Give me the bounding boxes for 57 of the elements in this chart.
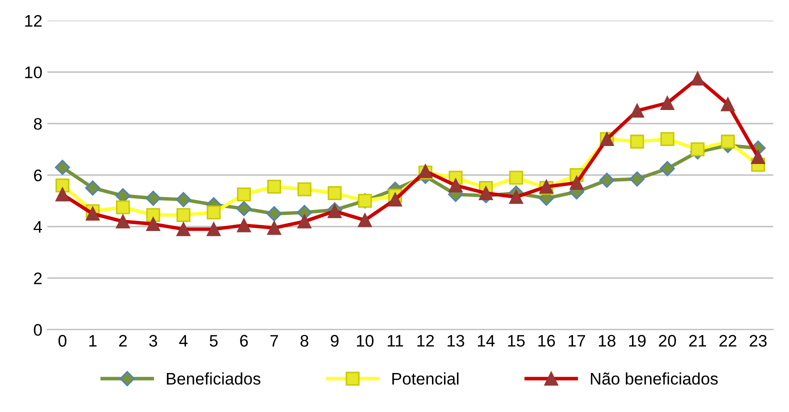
y-tick-label: 6 xyxy=(34,170,42,182)
legend-label: Beneficiados xyxy=(166,372,260,385)
x-tick-label: 5 xyxy=(210,335,218,347)
point xyxy=(297,182,312,196)
point xyxy=(85,180,100,196)
point xyxy=(630,134,644,149)
x-tick-label: 12 xyxy=(417,334,434,347)
point xyxy=(176,208,190,222)
x-tick-label: 10 xyxy=(356,334,374,347)
point xyxy=(146,190,161,206)
point xyxy=(599,172,614,188)
point xyxy=(176,192,192,208)
x-tick-label: 3 xyxy=(149,334,158,347)
x-tick-label: 6 xyxy=(240,334,248,347)
x-tick-label: 21 xyxy=(689,334,706,347)
point xyxy=(267,180,282,194)
x-tick-label: 19 xyxy=(629,334,646,347)
x-tick-label: 2 xyxy=(119,334,127,347)
x-tick-label: 14 xyxy=(478,335,495,347)
point xyxy=(720,134,735,149)
x-tick-label: 7 xyxy=(270,335,278,347)
x-tick-label: 1 xyxy=(89,335,97,347)
x-tick-label: 17 xyxy=(568,335,586,347)
legend-label: Potencial xyxy=(392,372,458,385)
point xyxy=(206,205,221,220)
y-tick-label: 10 xyxy=(25,66,42,78)
x-tick-label: 13 xyxy=(448,334,464,347)
point xyxy=(630,171,645,187)
point xyxy=(146,208,160,222)
x-tick-label: 9 xyxy=(330,334,339,347)
x-tick-label: 15 xyxy=(508,335,525,347)
point xyxy=(54,160,70,175)
legend-label: Não beneficiados xyxy=(590,372,718,385)
x-tick-label: 11 xyxy=(388,335,403,347)
point xyxy=(56,178,70,192)
point xyxy=(236,187,251,202)
y-tick-label: 0 xyxy=(34,324,42,336)
x-tick-label: 4 xyxy=(179,335,188,347)
point xyxy=(236,201,252,216)
x-tick-label: 23 xyxy=(750,334,767,347)
x-tick-label: 20 xyxy=(658,334,676,347)
point xyxy=(116,200,130,214)
point xyxy=(328,186,342,200)
point xyxy=(660,161,675,176)
x-tick-label: 18 xyxy=(598,334,616,347)
point xyxy=(660,132,674,146)
x-tick-label: 22 xyxy=(719,334,736,347)
y-tick-label: 2 xyxy=(34,272,42,284)
x-tick-label: 16 xyxy=(538,334,555,347)
y-tick-label: 12 xyxy=(25,15,42,27)
point xyxy=(690,142,705,156)
x-tick-label: 0 xyxy=(58,334,66,347)
point xyxy=(509,170,524,185)
x-tick-label: 8 xyxy=(300,334,308,347)
point xyxy=(266,206,282,222)
y-tick-label: 4 xyxy=(34,221,42,233)
y-tick-label: 8 xyxy=(34,118,42,130)
